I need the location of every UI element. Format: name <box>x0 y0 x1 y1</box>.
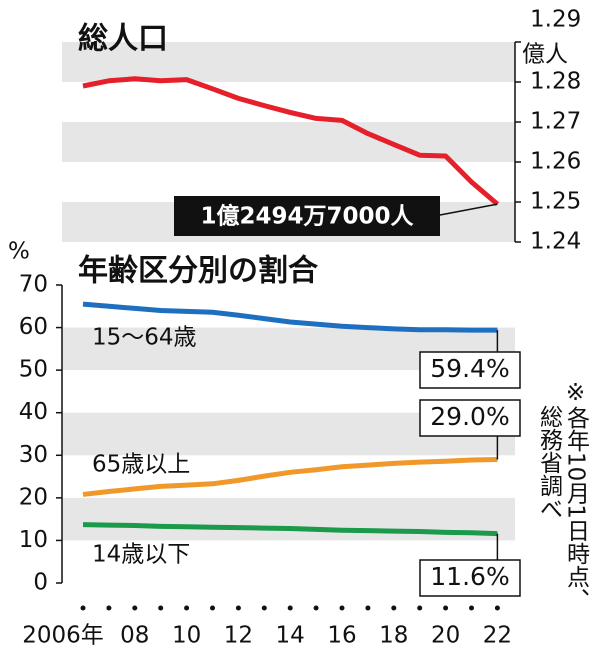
x-tick-label: 2006年 <box>22 623 104 649</box>
x-tick-dot <box>184 605 190 611</box>
y-tick-label: 1.26 <box>530 149 581 175</box>
y-tick-label: 40 <box>19 399 48 425</box>
y-tick-label: 30 <box>19 442 48 468</box>
y-tick-label: 10 <box>19 527 48 553</box>
y-tick-label: 1.27 <box>530 109 581 135</box>
line-series <box>82 522 498 537</box>
note: ※各年10月1日時点、 <box>563 380 591 611</box>
label-box <box>419 399 521 437</box>
chart-title: 年齢区分別の割合 <box>78 254 318 289</box>
x-tick-dot <box>80 605 86 611</box>
x-tick-dot <box>469 605 474 611</box>
series-label: 14歳以下 <box>92 542 190 568</box>
x-tick-dot <box>313 605 319 611</box>
x-tick-dot <box>235 605 241 611</box>
y-tick-label: 1.28 <box>530 69 581 95</box>
label-box <box>419 559 521 597</box>
x-tick-label: 10 <box>172 623 201 649</box>
x-tick-dot <box>261 605 267 611</box>
x-tick-dot <box>106 605 112 611</box>
label-box <box>174 196 440 236</box>
x-tick-dot <box>158 605 164 611</box>
x-tick-dot <box>494 605 500 611</box>
value-label: 29.0% <box>430 402 509 431</box>
x-tick-dot <box>339 605 345 611</box>
x-tick-label: 08 <box>120 623 149 649</box>
label-box <box>419 351 521 389</box>
unit-label: 億人 <box>522 42 568 68</box>
y-tick-label: 60 <box>19 314 48 340</box>
value-label: 59.4% <box>430 354 509 383</box>
x-tick-dot <box>391 605 397 611</box>
x-tick-dot <box>287 605 293 611</box>
x-tick-label: 12 <box>224 623 253 649</box>
x-tick-dot <box>210 605 215 611</box>
chart-title: 総人口 <box>78 22 168 57</box>
y-tick-label: 1.29 <box>530 7 581 33</box>
x-tick-label: 14 <box>276 623 305 649</box>
line-series <box>82 457 498 497</box>
x-tick-dot <box>443 605 449 611</box>
y-tick-label: 70 <box>19 272 48 298</box>
y-tick-label: 1.24 <box>530 229 581 255</box>
y-tick-label: 0 <box>33 570 48 596</box>
line-series <box>82 301 498 333</box>
series-label: 65歳以上 <box>92 452 190 478</box>
x-tick-dot <box>132 605 138 611</box>
x-tick-label: 20 <box>431 623 460 649</box>
x-tick-label: 16 <box>327 623 356 649</box>
y-tick-label: 50 <box>19 357 48 383</box>
line-series <box>82 76 500 207</box>
x-tick-label: 18 <box>379 623 408 649</box>
x-tick-dot <box>365 605 371 611</box>
x-tick-label: 22 <box>483 623 512 649</box>
y-tick-label: 1.25 <box>530 189 581 215</box>
x-tick-dot <box>417 605 423 611</box>
leader <box>439 203 498 216</box>
y-tick-label: 20 <box>19 484 48 510</box>
note: 総務省調べ <box>536 405 564 520</box>
value-label: 11.6% <box>430 562 509 591</box>
band <box>62 42 515 82</box>
unit-label: % <box>8 239 30 265</box>
series-label: 15～64歳 <box>92 325 197 351</box>
value-label: 1億2494万7000人 <box>200 203 414 230</box>
